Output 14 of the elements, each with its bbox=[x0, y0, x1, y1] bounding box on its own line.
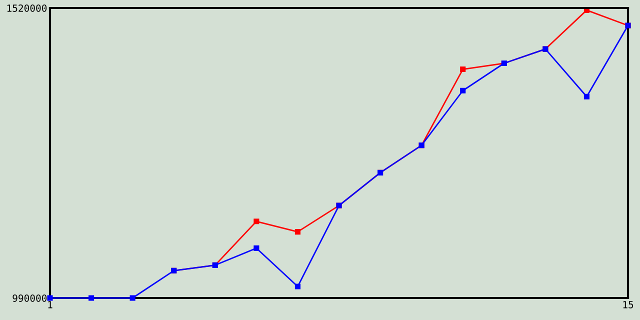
y-tick-label: 1520000 bbox=[7, 4, 47, 12]
point bbox=[584, 94, 590, 100]
point bbox=[460, 88, 466, 94]
point bbox=[294, 229, 300, 235]
point bbox=[254, 245, 260, 251]
point bbox=[254, 218, 260, 224]
x-tick-label: 1 bbox=[48, 301, 52, 308]
y-tick-label: 990000 bbox=[12, 294, 47, 302]
point bbox=[88, 295, 94, 301]
point bbox=[130, 295, 136, 301]
x-tick-label: 15 bbox=[623, 301, 634, 308]
point bbox=[460, 66, 466, 72]
point bbox=[47, 295, 53, 301]
point bbox=[294, 284, 300, 290]
